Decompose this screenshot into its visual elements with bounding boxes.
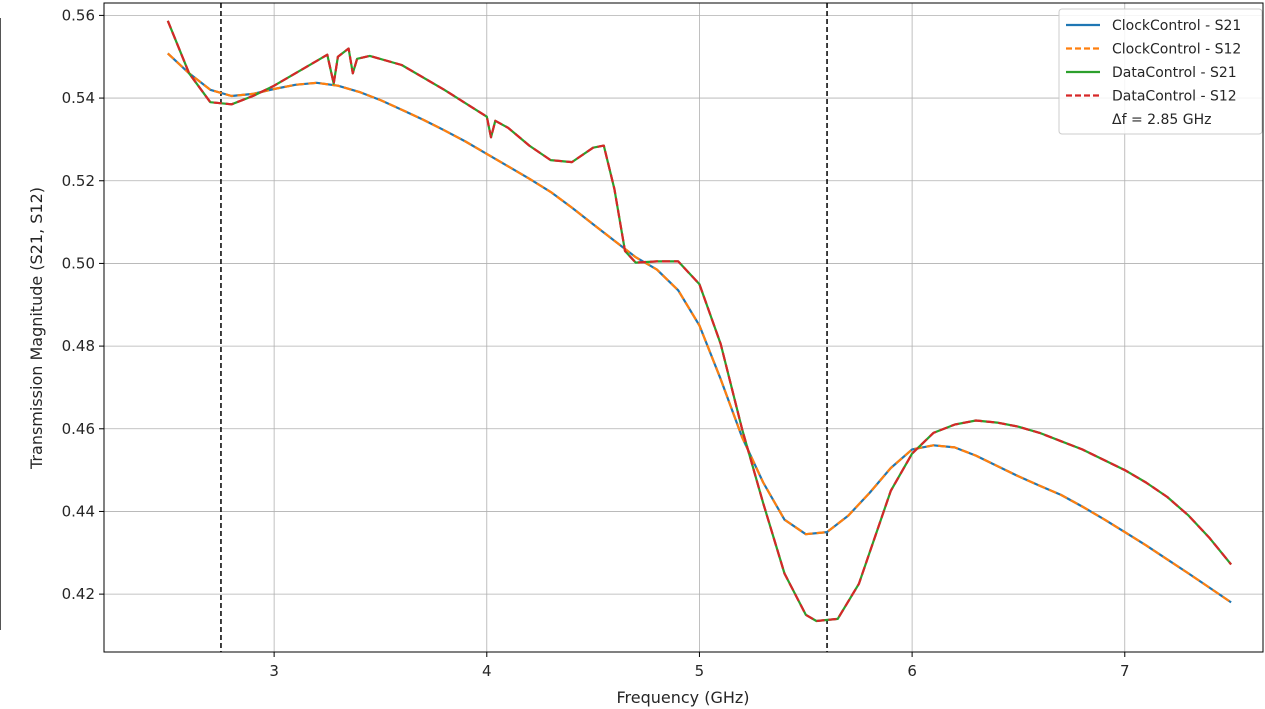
x-tick-label: 6 [907,662,917,680]
legend-label: DataControl - S21 [1112,65,1237,81]
y-tick-label: 0.52 [62,172,95,190]
y-axis-ticks: 0.42 0.44 0.46 0.48 0.50 0.52 0.54 0.56 [62,6,104,603]
legend-label: ClockControl - S12 [1112,42,1241,58]
plot-frame [103,2,1264,653]
legend: ClockControl - S21 ClockControl - S12 Data… [1058,8,1263,135]
legend-label: DataControl - S12 [1112,89,1237,105]
x-tick-label: 4 [482,662,492,680]
legend-label: ClockControl - S21 [1112,18,1241,34]
y-tick-label: 0.44 [62,502,95,520]
x-axis-label: Frequency (GHz) [616,688,749,707]
x-tick-label: 3 [269,662,279,680]
series-line-3 [166,20,1232,623]
reference-lines [220,3,828,652]
y-tick-label: 0.48 [62,337,95,355]
y-tick-label: 0.50 [62,254,95,272]
series-line-2 [167,52,1232,604]
delta-f-annotation: Δf = 2.85 GHz [1112,112,1211,128]
y-tick-label: 0.56 [62,6,95,24]
y-tick-label: 0.46 [62,420,95,438]
legend-box [1058,8,1263,135]
x-axis-ticks: 3 4 5 6 7 [269,652,1130,680]
x-tick-label: 5 [695,662,705,680]
y-tick-label: 0.54 [62,89,95,107]
left-edge-divider [0,18,1,630]
y-axis-label: Transmission Magnitude (S21, S12) [27,187,46,470]
series-lines [166,20,1232,623]
x-tick-label: 7 [1120,662,1130,680]
y-tick-label: 0.42 [62,585,95,603]
